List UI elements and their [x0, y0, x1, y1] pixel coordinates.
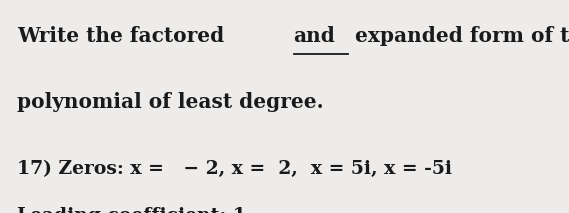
Text: and: and [294, 26, 335, 46]
Text: 17) Zeros: x =   − 2, x =  2,  x = 5i, x = -5i: 17) Zeros: x = − 2, x = 2, x = 5i, x = -… [17, 160, 452, 178]
Text: Write the factored: Write the factored [17, 26, 232, 46]
Text: polynomial of least degree.: polynomial of least degree. [17, 92, 324, 112]
Text: Leading coefficient: 1: Leading coefficient: 1 [17, 207, 246, 213]
Text: expanded form of the: expanded form of the [348, 26, 569, 46]
